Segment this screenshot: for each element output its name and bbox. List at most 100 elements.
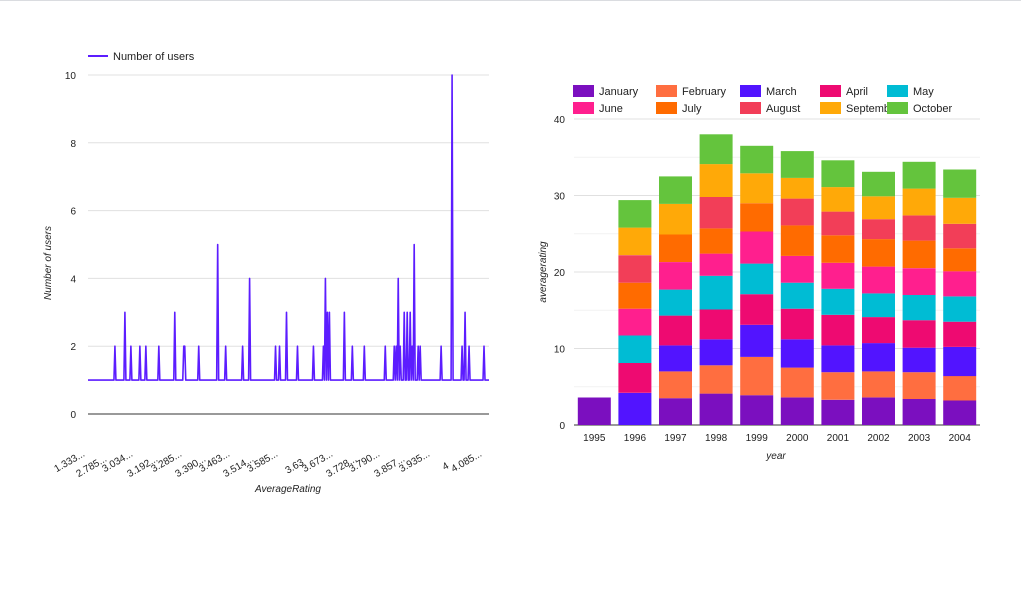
bar-segment-march-2001[interactable] bbox=[821, 345, 855, 373]
bar-segment-october-2004[interactable] bbox=[943, 169, 977, 198]
bar-segment-march-2004[interactable] bbox=[943, 347, 977, 377]
bar-segment-may-1999[interactable] bbox=[740, 263, 774, 295]
bar-segment-january-2004[interactable] bbox=[943, 400, 977, 426]
bar-segment-june-2004[interactable] bbox=[943, 271, 977, 297]
bar-segment-july-2002[interactable] bbox=[862, 239, 895, 267]
x-tick-label: 3.935... bbox=[398, 449, 432, 475]
bar-segment-june-2000[interactable] bbox=[780, 255, 814, 283]
bar-segment-august-2003[interactable] bbox=[902, 215, 936, 241]
bar-segment-september-2001[interactable] bbox=[821, 187, 855, 212]
bar-segment-february-2001[interactable] bbox=[821, 372, 855, 400]
bar-segment-october-1997[interactable] bbox=[659, 176, 692, 204]
bar-segment-august-2002[interactable] bbox=[862, 219, 895, 240]
bar-segment-january-1997[interactable] bbox=[659, 398, 692, 425]
legend-label-september: September bbox=[846, 103, 900, 115]
bar-segment-may-2002[interactable] bbox=[862, 293, 895, 318]
bar-segment-april-2001[interactable] bbox=[821, 314, 855, 346]
bar-segment-june-1998[interactable] bbox=[699, 253, 733, 276]
bar-segment-september-1997[interactable] bbox=[659, 203, 692, 235]
x-tick-label-1998: 1998 bbox=[705, 433, 728, 444]
bar-segment-april-1997[interactable] bbox=[659, 315, 692, 346]
bar-segment-april-1996[interactable] bbox=[618, 363, 652, 393]
bar-segment-october-1998[interactable] bbox=[699, 134, 733, 165]
bar-segment-may-1996[interactable] bbox=[618, 335, 652, 364]
bar-segment-january-1999[interactable] bbox=[740, 395, 774, 425]
bar-segment-july-1997[interactable] bbox=[659, 234, 692, 263]
bar-segment-september-1999[interactable] bbox=[740, 173, 774, 204]
bar-segment-september-2004[interactable] bbox=[943, 197, 977, 224]
bar-segment-july-2001[interactable] bbox=[821, 235, 855, 263]
bar-segment-october-2002[interactable] bbox=[862, 171, 895, 197]
x-tick-label-1996: 1996 bbox=[624, 433, 647, 444]
bar-segment-march-1999[interactable] bbox=[740, 324, 774, 357]
bar-segment-september-1996[interactable] bbox=[618, 227, 652, 256]
bar-segment-august-2004[interactable] bbox=[943, 223, 977, 249]
bar-segment-may-2003[interactable] bbox=[902, 295, 936, 321]
bar-segment-september-1998[interactable] bbox=[699, 164, 733, 197]
bar-segment-august-2000[interactable] bbox=[780, 198, 814, 226]
bar-segment-october-2000[interactable] bbox=[780, 151, 814, 178]
bar-segment-july-2000[interactable] bbox=[780, 225, 814, 256]
bar-chart-legend[interactable]: January February March April May June July Augu… bbox=[573, 85, 952, 115]
bar-segment-january-2000[interactable] bbox=[780, 397, 814, 426]
bar-segment-august-2001[interactable] bbox=[821, 211, 855, 236]
bar-segment-july-2003[interactable] bbox=[902, 240, 936, 269]
bar-segment-october-2003[interactable] bbox=[902, 161, 936, 189]
bar-segment-august-1996[interactable] bbox=[618, 255, 652, 283]
bar-segment-april-1998[interactable] bbox=[699, 309, 733, 340]
bar-segment-october-1999[interactable] bbox=[740, 145, 774, 174]
bar-segment-january-1998[interactable] bbox=[699, 393, 733, 425]
line-chart-legend[interactable]: Number of users bbox=[88, 51, 195, 63]
bar-segment-september-2003[interactable] bbox=[902, 188, 936, 216]
bar-segment-july-1999[interactable] bbox=[740, 203, 774, 232]
y-tick-label: 8 bbox=[70, 139, 76, 150]
bar-segment-june-1999[interactable] bbox=[740, 231, 774, 264]
bar-segment-march-1996[interactable] bbox=[618, 392, 652, 425]
bar-segment-june-1997[interactable] bbox=[659, 262, 692, 290]
legend-label-april: April bbox=[846, 86, 868, 98]
bar-segment-march-1997[interactable] bbox=[659, 345, 692, 372]
y-tick-label: 2 bbox=[70, 342, 76, 353]
bar-segment-september-2002[interactable] bbox=[862, 196, 895, 220]
bar-segment-april-2003[interactable] bbox=[902, 320, 936, 348]
bar-segment-february-2003[interactable] bbox=[902, 372, 936, 399]
bar-segment-may-2000[interactable] bbox=[780, 282, 814, 309]
legend-swatch-may bbox=[887, 85, 908, 97]
bar-segment-july-1996[interactable] bbox=[618, 282, 652, 309]
bar-segment-january-2001[interactable] bbox=[821, 399, 855, 425]
bar-segment-january-1995[interactable] bbox=[577, 397, 611, 426]
bar-segment-march-2002[interactable] bbox=[862, 343, 895, 372]
bar-segment-march-2000[interactable] bbox=[780, 339, 814, 368]
bar-segment-october-2001[interactable] bbox=[821, 160, 855, 188]
line-chart-x-ticks: 1.333...2.785...3.034...3.192...3.285...… bbox=[53, 449, 484, 480]
bar-segment-may-1997[interactable] bbox=[659, 289, 692, 316]
bar-segment-june-2002[interactable] bbox=[862, 266, 895, 294]
legend-label-october: October bbox=[913, 103, 952, 115]
bar-segment-january-2002[interactable] bbox=[862, 397, 895, 426]
bar-segment-february-2000[interactable] bbox=[780, 367, 814, 398]
bar-segment-march-2003[interactable] bbox=[902, 347, 936, 373]
bar-segment-april-2004[interactable] bbox=[943, 321, 977, 347]
bar-segment-may-2001[interactable] bbox=[821, 288, 855, 315]
bar-segment-february-1997[interactable] bbox=[659, 371, 692, 399]
bar-segment-april-2000[interactable] bbox=[780, 308, 814, 340]
bar-segment-may-1998[interactable] bbox=[699, 275, 733, 310]
series-line-number-of-users[interactable] bbox=[88, 74, 489, 381]
bar-segment-august-1998[interactable] bbox=[699, 197, 733, 229]
bar-segment-june-1996[interactable] bbox=[618, 308, 652, 336]
bar-segment-february-1999[interactable] bbox=[740, 356, 774, 396]
bar-segment-may-2004[interactable] bbox=[943, 296, 977, 322]
bar-segment-june-2003[interactable] bbox=[902, 268, 936, 295]
bar-segment-april-1999[interactable] bbox=[740, 294, 774, 325]
bar-segment-february-2004[interactable] bbox=[943, 376, 977, 401]
bar-segment-october-1996[interactable] bbox=[618, 200, 652, 228]
bar-segment-april-2002[interactable] bbox=[862, 317, 895, 344]
bar-segment-july-2004[interactable] bbox=[943, 248, 977, 272]
bar-segment-february-2002[interactable] bbox=[862, 371, 895, 398]
bar-segment-february-1998[interactable] bbox=[699, 365, 733, 394]
bar-segment-july-1998[interactable] bbox=[699, 228, 733, 254]
bar-segment-september-2000[interactable] bbox=[780, 177, 814, 199]
bar-segment-june-2001[interactable] bbox=[821, 262, 855, 289]
bar-segment-march-1998[interactable] bbox=[699, 339, 733, 366]
bar-segment-january-2003[interactable] bbox=[902, 399, 936, 425]
